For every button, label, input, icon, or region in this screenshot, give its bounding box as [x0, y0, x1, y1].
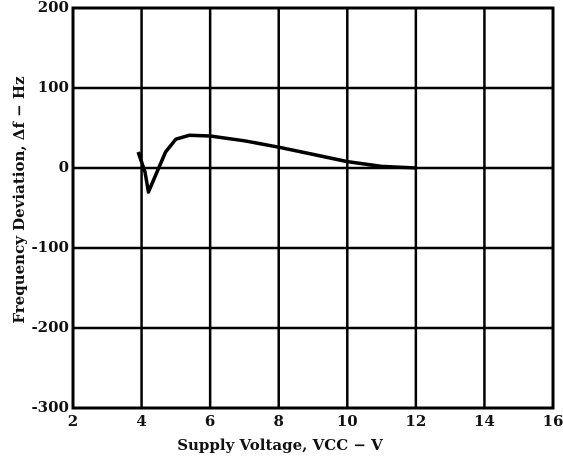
line-series: [138, 135, 416, 192]
x-tick-label: 12: [405, 412, 426, 430]
y-tick-label: 0: [59, 158, 69, 176]
x-tick-label: 14: [474, 412, 495, 430]
x-tick-label: 4: [136, 412, 146, 430]
chart: Supply Voltage, VCC − V Frequency Deviat…: [0, 0, 563, 464]
x-tick-label: 10: [337, 412, 358, 430]
y-tick-label: -200: [31, 318, 69, 336]
x-axis-label: Supply Voltage, VCC − V: [177, 436, 383, 454]
y-tick-label: 200: [38, 0, 69, 16]
x-tick-label: 6: [205, 412, 215, 430]
x-tick-label: 16: [543, 412, 563, 430]
y-tick-label: 100: [38, 78, 69, 96]
y-axis-label: Frequency Deviation, Δf − Hz: [10, 76, 28, 324]
x-tick-label: 8: [273, 412, 283, 430]
y-tick-label: -100: [31, 238, 69, 256]
y-tick-label: -300: [31, 398, 69, 416]
x-tick-label: 2: [68, 412, 78, 430]
plot-frame: [73, 8, 553, 408]
